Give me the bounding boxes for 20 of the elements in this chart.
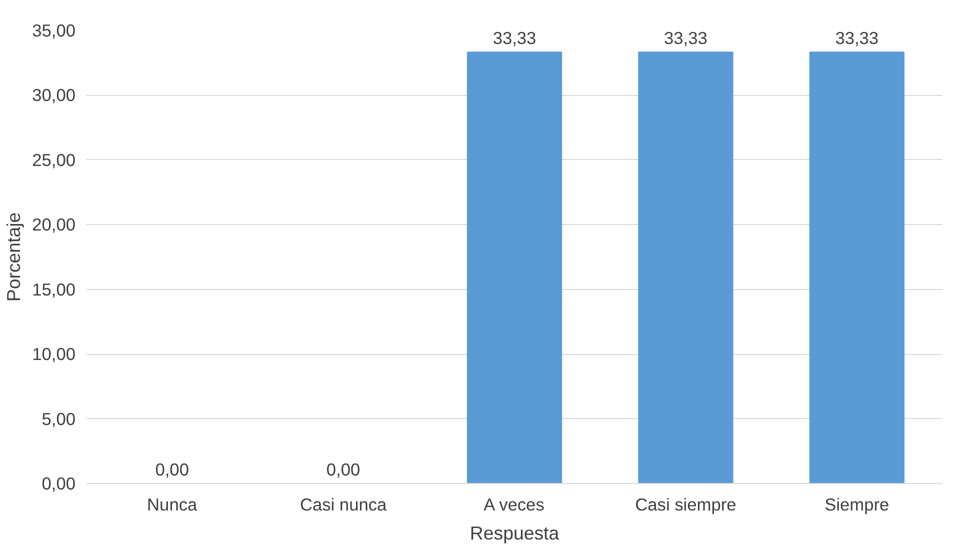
data-label: 33,33 bbox=[492, 28, 536, 48]
y-tick-label: 5,00 bbox=[42, 408, 76, 429]
y-tick-label: 30,00 bbox=[32, 85, 76, 106]
y-tick-label: 25,00 bbox=[32, 150, 76, 170]
y-axis-title: Porcentaje bbox=[3, 212, 24, 302]
x-tick-label: Casi siempre bbox=[635, 494, 736, 514]
x-tick-label: Casi nunca bbox=[300, 494, 388, 514]
x-axis-title: Respuesta bbox=[470, 522, 560, 544]
x-tick-label: A veces bbox=[484, 494, 545, 514]
y-tick-label: 35,00 bbox=[32, 20, 76, 40]
x-tick-label: Nunca bbox=[147, 494, 198, 514]
y-tick-label: 20,00 bbox=[32, 214, 76, 235]
data-label: 0,00 bbox=[326, 460, 360, 480]
y-tick-label: 0,00 bbox=[42, 474, 76, 494]
x-tick-label: Siempre bbox=[824, 494, 890, 514]
y-tick-label: 10,00 bbox=[32, 344, 76, 364]
data-label: 0,00 bbox=[155, 460, 189, 480]
data-label: 33,33 bbox=[664, 28, 708, 48]
data-label: 33,33 bbox=[835, 28, 879, 48]
y-tick-label: 15,00 bbox=[32, 279, 76, 300]
